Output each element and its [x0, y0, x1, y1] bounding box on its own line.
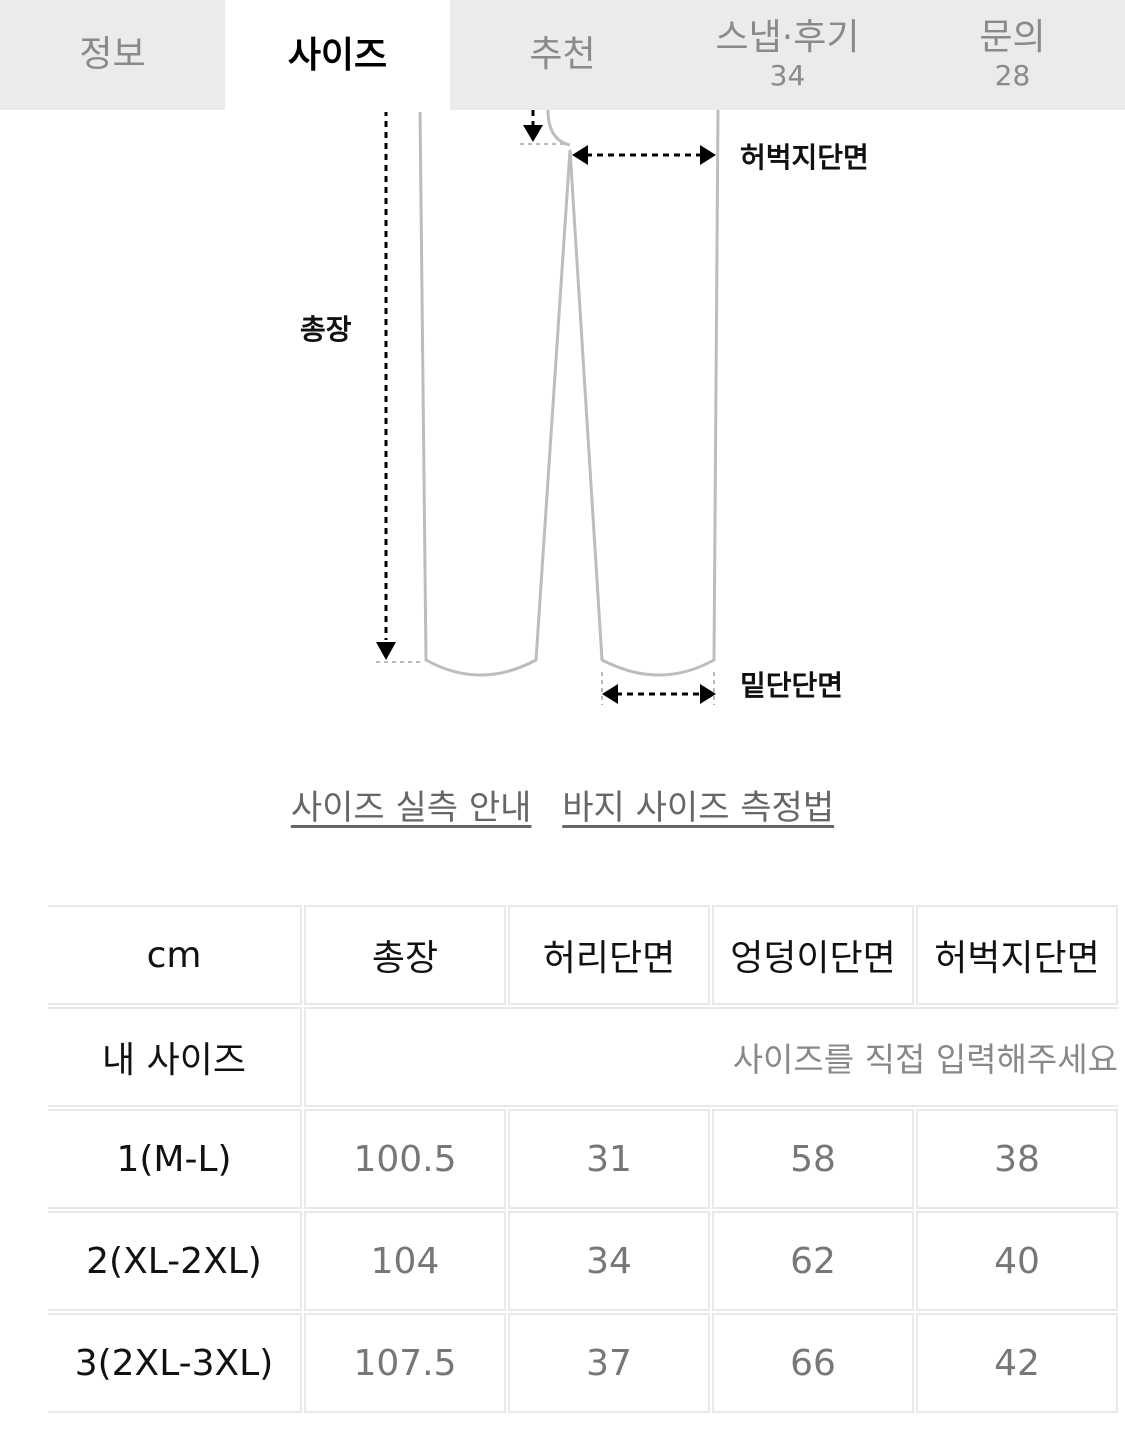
- value-cell: 62: [712, 1211, 914, 1311]
- value-cell: 34: [508, 1211, 710, 1311]
- value-cell: 107.5: [304, 1313, 506, 1413]
- unit-cell: cm: [48, 905, 302, 1005]
- size-guide-link[interactable]: 사이즈 실측 안내: [290, 788, 532, 828]
- tab-count: 28: [994, 59, 1031, 92]
- my-size-label: 내 사이즈: [48, 1007, 302, 1107]
- size-name: 2(XL-2XL): [48, 1211, 302, 1311]
- tab-count: 34: [769, 59, 806, 92]
- tab-label: 스냅·후기: [715, 17, 860, 58]
- tab-bar: 정보 사이즈 추천 스냅·후기 34 문의 28: [0, 0, 1125, 112]
- header-cell: 허리단면: [508, 905, 710, 1005]
- tab-reviews[interactable]: 스냅·후기 34: [675, 0, 900, 110]
- value-cell: 42: [916, 1313, 1118, 1413]
- tab-label: 정보: [79, 34, 146, 75]
- tab-info[interactable]: 정보: [0, 0, 225, 110]
- value-cell: 38: [916, 1109, 1118, 1209]
- header-cell: 총장: [304, 905, 506, 1005]
- tab-label: 사이즈: [287, 35, 388, 76]
- size-table: cm 총장 허리단면 엉덩이단면 허벅지단면 내 사이즈 사이즈를 직접 입력해…: [46, 903, 1120, 1415]
- pants-outline: [418, 109, 720, 677]
- tab-qna[interactable]: 문의 28: [900, 0, 1125, 110]
- value-cell: 100.5: [304, 1109, 506, 1209]
- value-cell: 37: [508, 1313, 710, 1413]
- table-row: 2(XL-2XL) 104 34 62 40: [48, 1211, 1118, 1311]
- length-label: 총장: [300, 313, 352, 346]
- my-size-input[interactable]: 사이즈를 직접 입력해주세요: [304, 1007, 1118, 1107]
- size-name: 3(2XL-3XL): [48, 1313, 302, 1413]
- tab-recommend[interactable]: 추천: [450, 0, 675, 110]
- tab-size[interactable]: 사이즈: [225, 0, 450, 112]
- table-row: 3(2XL-3XL) 107.5 37 66 42: [48, 1313, 1118, 1413]
- pants-measure-link[interactable]: 바지 사이즈 측정법: [562, 788, 835, 828]
- hem-label: 밑단단면: [740, 669, 844, 702]
- tab-label: 문의: [979, 17, 1046, 58]
- value-cell: 40: [916, 1211, 1118, 1311]
- header-cell: 허벅지단면: [916, 905, 1118, 1005]
- tab-label: 추천: [529, 34, 596, 75]
- my-size-row: 내 사이즈 사이즈를 직접 입력해주세요: [48, 1007, 1118, 1107]
- header-cell: 엉덩이단면: [712, 905, 914, 1005]
- value-cell: 31: [508, 1109, 710, 1209]
- pants-diagram: [376, 109, 720, 705]
- thigh-label: 허벅지단면: [740, 141, 869, 174]
- value-cell: 58: [712, 1109, 914, 1209]
- table-header-row: cm 총장 허리단면 엉덩이단면 허벅지단면: [48, 905, 1118, 1005]
- value-cell: 66: [712, 1313, 914, 1413]
- guide-links: 사이즈 실측 안내 바지 사이즈 측정법: [0, 780, 1125, 829]
- size-name: 1(M-L): [48, 1109, 302, 1209]
- table-row: 1(M-L) 100.5 31 58 38: [48, 1109, 1118, 1209]
- value-cell: 104: [304, 1211, 506, 1311]
